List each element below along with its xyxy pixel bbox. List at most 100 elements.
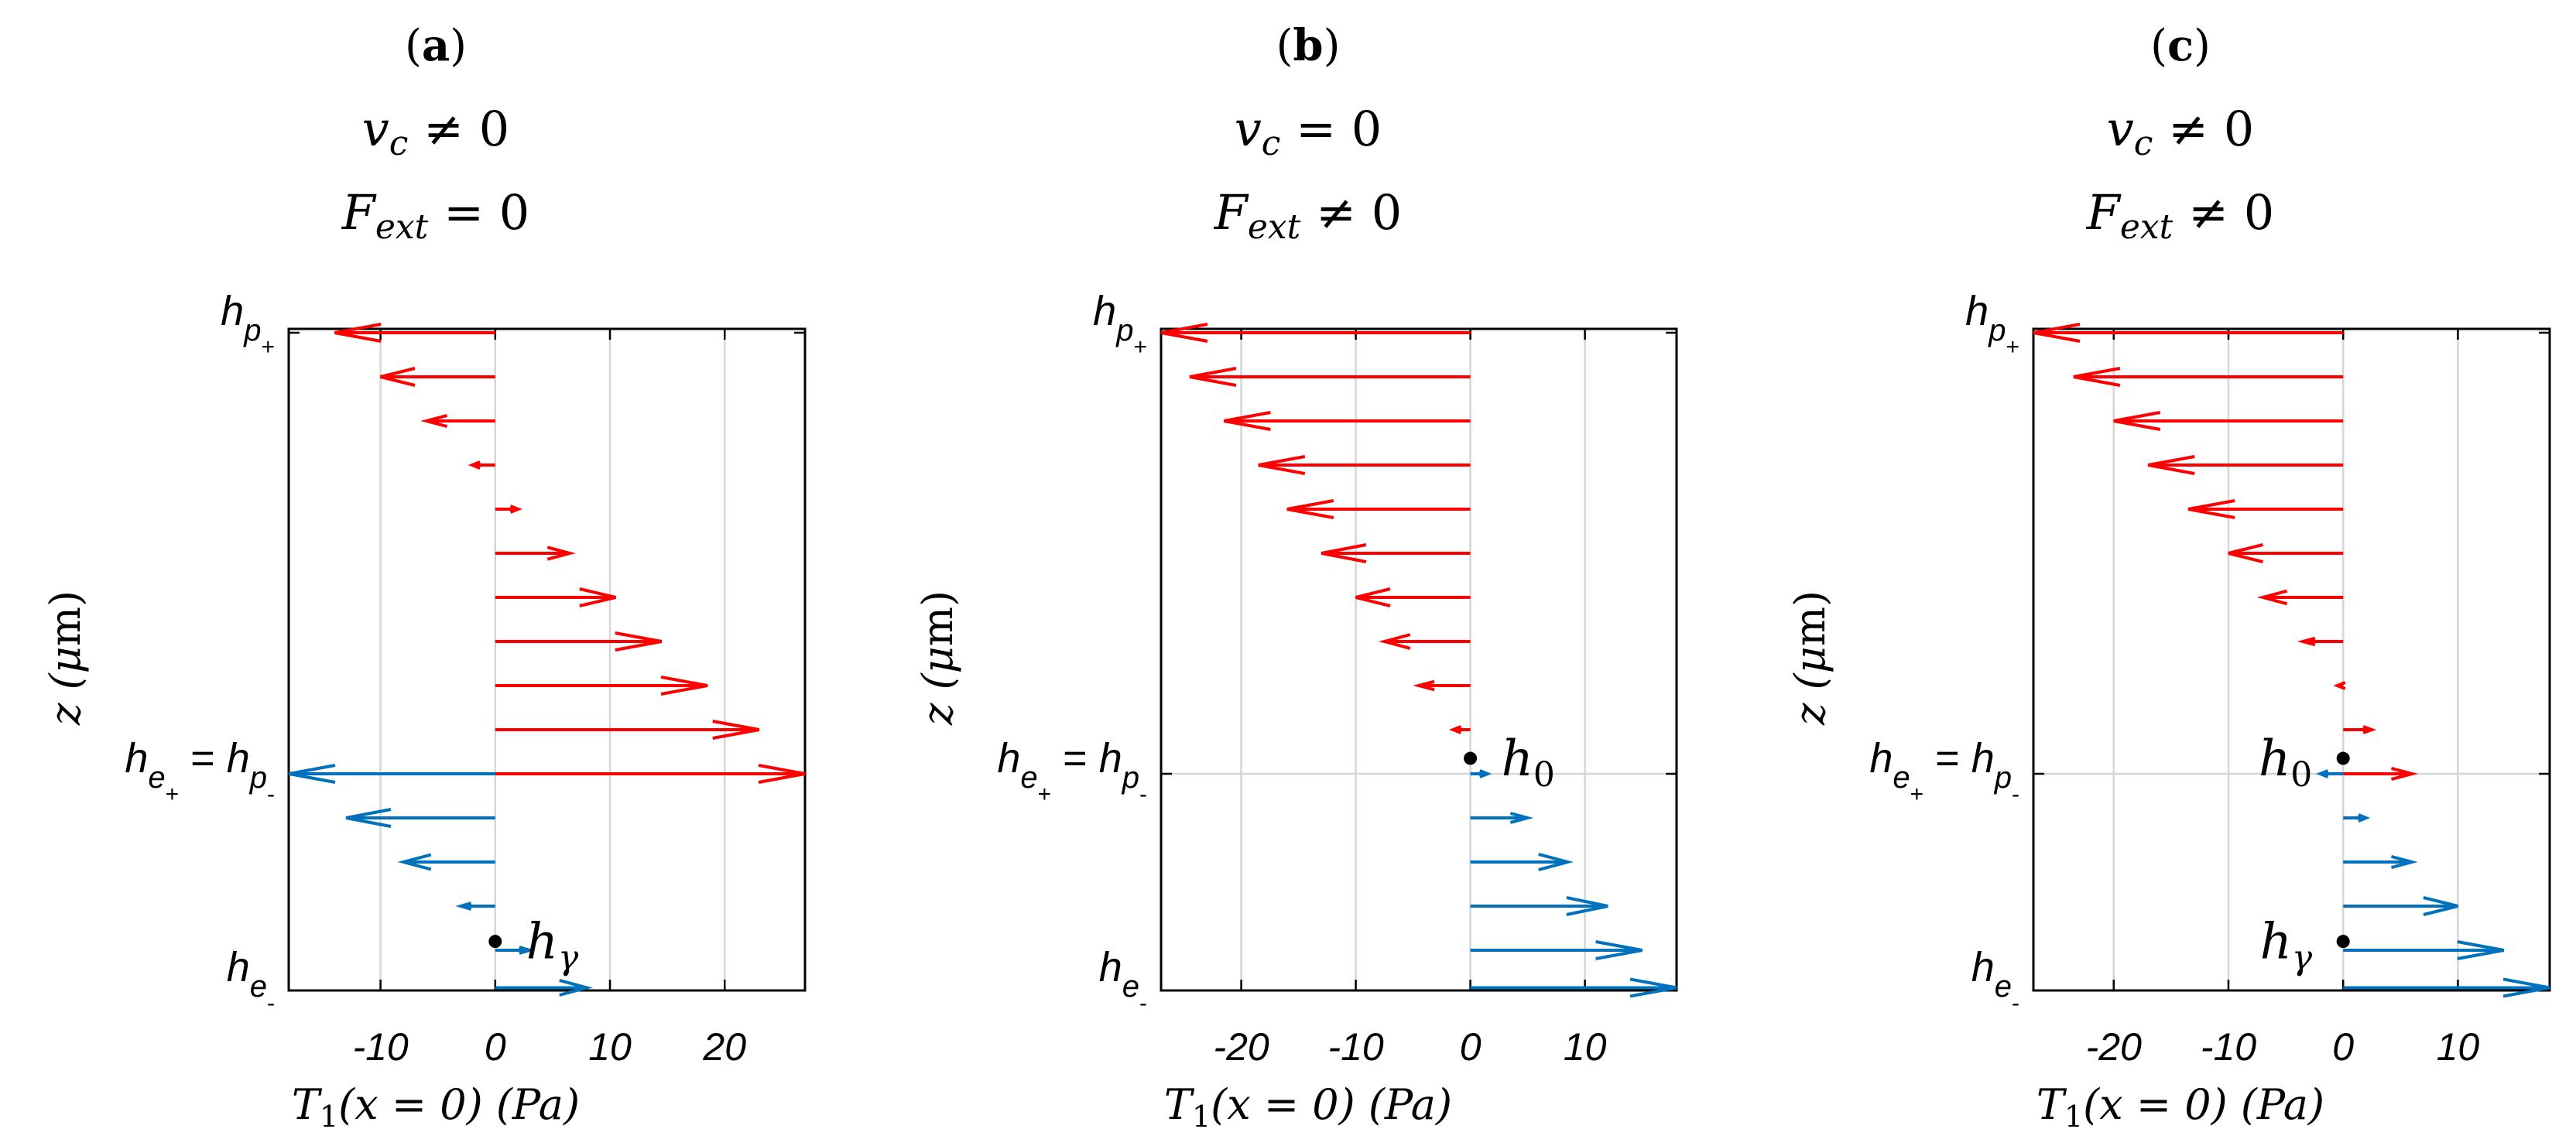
blue-arrow: [495, 979, 594, 997]
axes-box: [2032, 327, 2551, 992]
axes-box: [287, 327, 807, 992]
red-arrow-head: [2362, 725, 2377, 734]
red-arrow-head: [334, 323, 382, 343]
condition-2: Fext ≠ 0: [2086, 184, 2274, 247]
red-arrow-head: [1378, 633, 1411, 650]
y-axis-label: z (μm): [913, 590, 962, 726]
panel-3: (c) vc ≠ 0 Fext ≠ 0 -20 -10 0 10 T1(x = 0) (Pa)…: [1786, 20, 2551, 1134]
red-arrow-head: [509, 505, 522, 514]
red-arrow-head: [758, 764, 806, 784]
blue-arrow-head: [2358, 813, 2371, 823]
blue-arrow: [2343, 896, 2458, 916]
x-tick-label: 0: [2332, 1025, 2354, 1069]
blue-arrow: [288, 764, 495, 784]
blue-arrow-head: [2502, 977, 2550, 998]
x-tick-label: 10: [2437, 1025, 2480, 1069]
red-arrow: [1355, 587, 1471, 607]
red-arrow: [1413, 679, 1471, 692]
red-arrow: [2033, 323, 2344, 343]
red-arrow-head: [2256, 589, 2288, 606]
red-arrow: [1286, 499, 1471, 519]
red-arrow-head: [2187, 499, 2235, 519]
y-tick-label: he-​: [227, 944, 275, 1016]
red-arrow-head: [1258, 455, 1306, 475]
blue-arrow: [2343, 854, 2418, 870]
blue-arrow: [455, 901, 495, 911]
blue-arrow: [2316, 769, 2344, 778]
red-arrow: [1378, 633, 1471, 650]
red-arrow: [2333, 681, 2346, 690]
point-label: h0: [2259, 730, 2312, 795]
red-arrow-head: [2228, 543, 2263, 563]
red-arrow-head: [1224, 411, 1271, 431]
x-tick-label: 20: [702, 1025, 746, 1069]
y-axis-label: z (μm): [41, 590, 90, 726]
blue-arrow-head: [519, 946, 536, 955]
red-arrow: [2113, 411, 2344, 431]
red-arrow: [495, 720, 760, 740]
red-arrow-head: [2297, 636, 2316, 647]
red-arrow-head: [2033, 323, 2081, 343]
x-tick-label: 0: [1460, 1025, 1482, 1069]
red-arrow: [380, 367, 495, 387]
red-arrow: [1224, 411, 1471, 431]
red-arrow-head: [1413, 679, 1435, 692]
point-marker: [1464, 751, 1478, 765]
blue-arrow: [2343, 813, 2371, 823]
red-arrow-head: [579, 587, 616, 607]
blue-arrow-head: [2457, 940, 2505, 960]
blue-arrow-head: [2390, 854, 2418, 870]
red-arrow-head: [1449, 725, 1462, 734]
point-label: hγ: [2260, 914, 2313, 978]
blue-arrow: [2343, 940, 2505, 960]
red-arrow-head: [1286, 499, 1334, 519]
red-arrow-head: [1321, 543, 1367, 563]
blue-arrow-head: [345, 808, 392, 828]
red-arrow-head: [2147, 455, 2195, 475]
y-tick-label: hp+​: [221, 288, 275, 360]
condition-1: vc ≠ 0: [2107, 101, 2255, 163]
blue-arrow-head: [1566, 896, 1608, 916]
y-axis-label: z (μm): [1786, 590, 1834, 726]
red-arrow: [468, 460, 495, 470]
red-arrow-head: [615, 631, 663, 652]
blue-arrow-head: [2316, 769, 2329, 778]
y-tick-label: he+​ = hp-​: [1869, 735, 2019, 807]
point-label: h0: [1502, 730, 1555, 795]
panel-label: (a): [405, 20, 467, 71]
red-arrow: [1321, 543, 1471, 563]
panel-label: (c): [2150, 20, 2211, 71]
blue-arrow: [1470, 853, 1574, 871]
red-arrow-head: [2333, 681, 2346, 690]
y-tick-label: he+​ = hp-​: [125, 735, 275, 807]
blue-arrow-head: [2423, 896, 2458, 916]
red-arrow-head: [1355, 587, 1391, 607]
red-arrow: [1160, 323, 1471, 343]
blue-arrow: [1470, 896, 1608, 916]
red-arrow: [2187, 499, 2344, 519]
blue-arrow: [397, 853, 495, 871]
red-arrow: [2343, 725, 2377, 734]
blue-arrow-head: [1538, 853, 1574, 871]
red-arrow-head: [2113, 411, 2161, 431]
red-arrow: [2228, 543, 2344, 563]
red-arrow: [2256, 589, 2344, 606]
y-tick-label: he-​: [1099, 944, 1147, 1016]
blue-arrow-head: [1629, 977, 1677, 998]
red-arrow-head: [660, 676, 708, 696]
x-axis-label: T1(x = 0) (Pa): [2036, 1080, 2324, 1134]
y-tick-label: hp+​: [1965, 288, 2019, 360]
blue-arrow-head: [397, 853, 432, 871]
condition-2: Fext ≠ 0: [1214, 184, 1402, 247]
red-arrow: [2297, 636, 2344, 647]
red-arrow: [1449, 725, 1471, 734]
red-arrow: [2073, 367, 2344, 387]
x-tick-label: 10: [1564, 1025, 1607, 1069]
red-arrow: [495, 764, 806, 784]
blue-arrow: [1470, 977, 1677, 998]
y-tick-label: he-​: [1971, 944, 2019, 1016]
condition-1: vc ≠ 0: [362, 101, 510, 163]
blue-arrow-head: [1595, 940, 1643, 960]
red-arrow: [1258, 455, 1471, 475]
